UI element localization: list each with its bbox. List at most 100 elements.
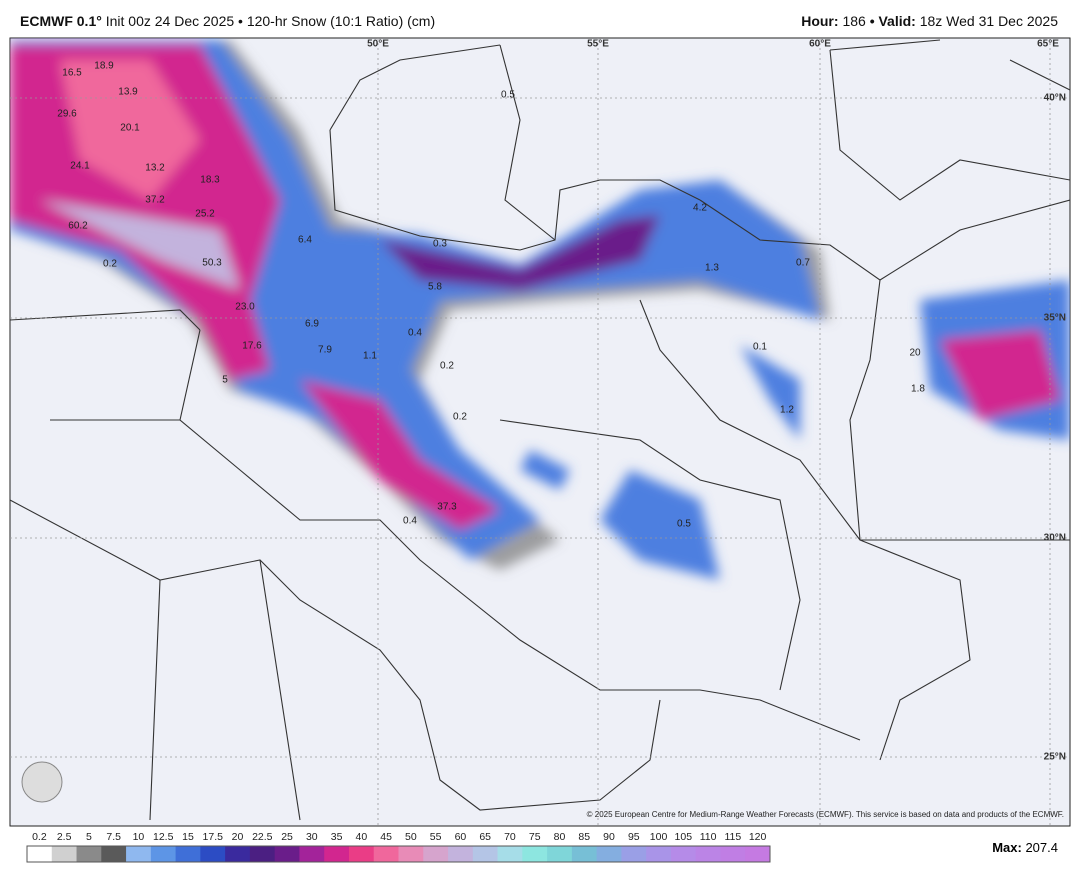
colorbar-swatch <box>51 846 78 862</box>
colorbar-swatch <box>299 846 325 862</box>
value-label: 0.5 <box>677 519 691 530</box>
value-label: 23.0 <box>235 302 255 313</box>
lon-label: 55°E <box>587 39 609 50</box>
colorbar-swatch <box>522 846 548 862</box>
colorbar: 0.2 2.5 5 7.5 10 12.5 15 17.5 20 22.5 25 30 35 40 45 50… <box>26 831 771 863</box>
value-label: 0.4 <box>408 328 422 339</box>
colorbar-swatch <box>423 846 449 862</box>
colorbar-tick-label: 35 <box>331 831 343 843</box>
colorbar-swatch <box>695 846 721 862</box>
value-label: 37.2 <box>145 195 165 206</box>
colorbar-tick-label: 60 <box>455 831 467 843</box>
colorbar-tick-label: 2.5 <box>57 831 72 843</box>
value-label: 5.8 <box>428 282 442 293</box>
lon-label: 60°E <box>809 39 831 50</box>
value-label: 37.3 <box>437 502 457 513</box>
colorbar-tick-label: 10 <box>133 831 145 843</box>
colorbar-frame <box>26 845 771 863</box>
colorbar-tick-label: 105 <box>675 831 693 843</box>
colorbar-tick-label: 115 <box>724 831 741 843</box>
map: © 2025 European Centre for Medium-Range … <box>9 37 1071 827</box>
lat-label: 35°N <box>1044 313 1066 324</box>
colorbar-swatch <box>274 846 300 862</box>
colorbar-swatch <box>646 846 672 862</box>
value-label: 13.9 <box>118 87 138 98</box>
colorbar-tick-label: 65 <box>479 831 491 843</box>
borders <box>10 39 1070 821</box>
copyright: © 2025 European Centre for Medium-Range … <box>587 810 1064 819</box>
value-label: 1.3 <box>705 263 719 274</box>
colorbar-tick-label: 75 <box>529 831 541 843</box>
colorbar-tick-label: 12.5 <box>153 831 174 843</box>
colorbar-swatch <box>547 846 573 862</box>
value-label: 1.8 <box>911 384 925 395</box>
colorbar-tick-label: 0.2 <box>32 831 47 843</box>
colorbar-swatch <box>448 846 474 862</box>
colorbar-swatch <box>324 846 350 862</box>
valid: 18z Wed 31 Dec 2025 <box>920 13 1058 29</box>
colorbar-swatch <box>398 846 424 862</box>
colorbar-swatch <box>76 846 102 862</box>
value-label: 18.9 <box>94 61 114 72</box>
colorbar-tick-label: 55 <box>430 831 442 843</box>
value-label: 4.2 <box>693 203 707 214</box>
colorbar-swatch <box>472 846 499 862</box>
colorbar-swatch <box>126 846 152 862</box>
value-label: 0.2 <box>103 259 117 270</box>
colorbar-tick-label: 7.5 <box>106 831 121 843</box>
product: • 120-hr Snow (10:1 Ratio) (cm) <box>238 13 435 29</box>
logo <box>21 761 63 803</box>
value-label: 6.4 <box>298 235 312 246</box>
value-label: 0.3 <box>433 239 447 250</box>
colorbar-tick-label: 15 <box>182 831 194 843</box>
hour: 186 <box>842 13 866 29</box>
value-label: 17.6 <box>242 341 262 352</box>
colorbar-swatch <box>249 846 276 862</box>
model: ECMWF 0.1° <box>20 13 102 29</box>
colorbar-tick-label: 45 <box>380 831 392 843</box>
colorbar-swatch <box>175 846 201 862</box>
value-label: 0.2 <box>453 412 467 423</box>
lon-label: 50°E <box>367 39 389 50</box>
max-value: 207.4 <box>1025 840 1058 855</box>
colorbar-swatch <box>101 846 127 862</box>
colorbar-swatch <box>27 846 53 862</box>
value-label: 60.2 <box>68 221 88 232</box>
colorbar-tick-label: 22.5 <box>252 831 273 843</box>
colorbar-tick-label: 5 <box>86 831 92 843</box>
colorbar-swatch <box>497 846 523 862</box>
value-label: 6.9 <box>305 319 319 330</box>
colorbar-tick-label: 50 <box>405 831 417 843</box>
value-label: 18.3 <box>200 175 220 186</box>
colorbar-swatch <box>596 846 622 862</box>
lon-label: 65°E <box>1037 39 1059 50</box>
colorbar-tick-label: 20 <box>232 831 244 843</box>
hour-label: Hour: <box>801 13 838 29</box>
value-label: 24.1 <box>70 161 90 172</box>
lat-label: 25°N <box>1044 752 1066 763</box>
valid-label: • Valid: <box>870 13 916 29</box>
colorbar-swatch <box>571 846 598 862</box>
colorbar-tick-label: 25 <box>281 831 293 843</box>
value-label: 0.2 <box>440 361 454 372</box>
value-label: 0.1 <box>753 342 767 353</box>
map-labels: 50°E 55°E 60°E 65°E 40°N 35°N 30°N 25°N 16.5 18.9… <box>57 39 1066 763</box>
colorbar-tick-label: 80 <box>554 831 566 843</box>
colorbar-tick-label: 100 <box>650 831 668 843</box>
colorbar-tick-label: 120 <box>749 831 767 843</box>
value-label: 0.7 <box>796 258 810 269</box>
value-label: 0.5 <box>501 90 515 101</box>
max-label: Max: <box>992 840 1022 855</box>
value-label: 16.5 <box>62 68 82 79</box>
snow-field <box>10 38 1070 826</box>
max: Max: 207.4 <box>992 840 1058 855</box>
colorbar-swatch <box>200 846 226 862</box>
value-label: 1.2 <box>780 405 794 416</box>
colorbar-tick-label: 17.5 <box>203 831 224 843</box>
value-label: 0.4 <box>403 516 417 527</box>
value-label: 5 <box>222 375 228 386</box>
colorbar-swatch <box>373 846 399 862</box>
init: Init 00z 24 Dec 2025 <box>106 13 235 29</box>
colorbar-swatch <box>348 846 375 862</box>
value-label: 1.1 <box>363 351 377 362</box>
